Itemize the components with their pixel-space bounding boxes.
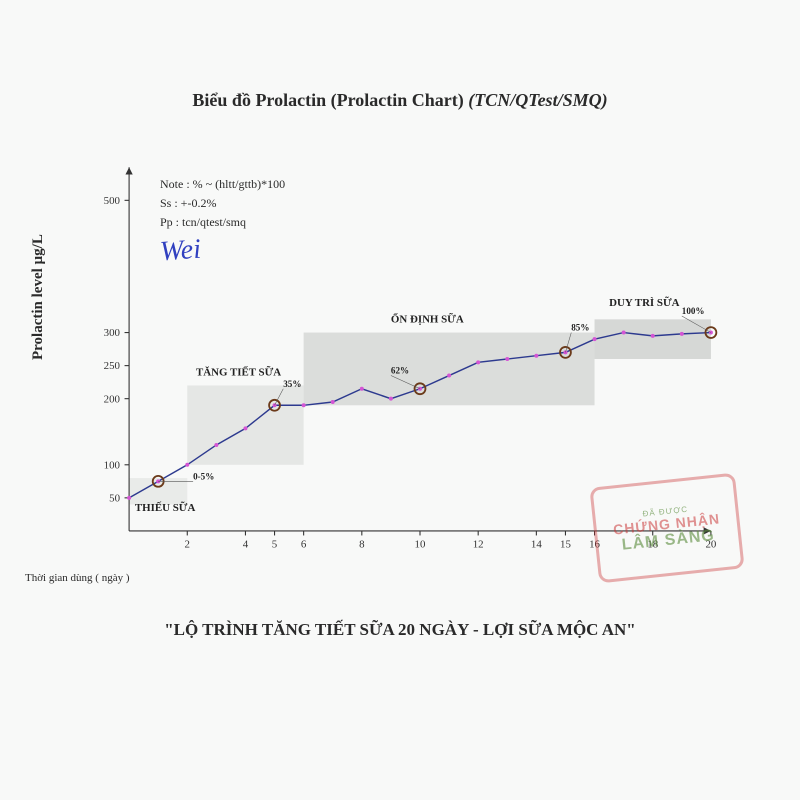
y-tick-label: 200: [104, 393, 121, 405]
data-point: [447, 374, 451, 378]
data-point: [476, 360, 480, 364]
chart-page: Biểu đồ Prolactin (Prolactin Chart) (TCN…: [0, 0, 800, 800]
percent-label: 100%: [682, 306, 705, 316]
percent-label: 35%: [283, 379, 301, 389]
percent-label: 62%: [391, 366, 409, 376]
percent-label: 85%: [571, 323, 589, 333]
x-tick-label: 4: [243, 538, 249, 550]
data-point: [563, 350, 567, 354]
x-tick-label: 10: [415, 538, 426, 550]
data-point: [214, 443, 218, 447]
y-tick-label: 250: [104, 360, 121, 372]
x-tick-label: 12: [473, 538, 484, 550]
y-axis-label: Prolactin level µg/L: [30, 234, 47, 360]
x-tick-label: 5: [272, 538, 278, 550]
data-point: [243, 426, 247, 430]
y-tick-label: 500: [104, 195, 121, 207]
x-tick-label: 8: [359, 538, 365, 550]
x-tick-label: 15: [560, 538, 571, 550]
data-point: [622, 331, 626, 335]
data-point: [651, 334, 655, 338]
title-sub: (TCN/QTest/SMQ): [468, 90, 607, 110]
y-tick-label: 50: [109, 492, 120, 504]
x-axis-time-label: Thời gian dùng ( ngày ): [25, 572, 130, 584]
data-point: [331, 400, 335, 404]
phase-label: TĂNG TIẾT SỮA: [196, 366, 281, 379]
phase-label: THIẾU SỮA: [135, 501, 196, 514]
chart-title: Biểu đồ Prolactin (Prolactin Chart) (TCN…: [0, 90, 800, 111]
y-tick-label: 300: [104, 327, 121, 339]
phase-band: [595, 319, 711, 359]
data-point: [360, 387, 364, 391]
phase-label: ỔN ĐỊNH SỮA: [391, 313, 464, 326]
phase-band: [304, 333, 595, 406]
data-point: [302, 403, 306, 407]
title-main: Biểu đồ Prolactin (Prolactin Chart): [192, 90, 463, 110]
phase-label: DUY TRÌ SỮA: [609, 296, 680, 309]
bottom-caption: "LỘ TRÌNH TĂNG TIẾT SỮA 20 NGÀY - LỢI SỮ…: [0, 620, 800, 640]
certification-stamp: ĐÃ ĐƯỢC CHỨNG NHẬN LÂM SÀNG: [589, 473, 744, 584]
data-point: [505, 357, 509, 361]
x-tick-label: 6: [301, 538, 307, 550]
x-tick-label: 2: [185, 538, 190, 550]
data-point: [593, 337, 597, 341]
data-point: [389, 397, 393, 401]
data-point: [185, 463, 189, 467]
y-tick-label: 100: [104, 459, 121, 471]
data-point: [127, 496, 131, 500]
data-point: [534, 354, 538, 358]
percent-label: 0-5%: [193, 472, 214, 482]
data-point: [680, 332, 684, 336]
x-tick-label: 14: [531, 538, 542, 550]
